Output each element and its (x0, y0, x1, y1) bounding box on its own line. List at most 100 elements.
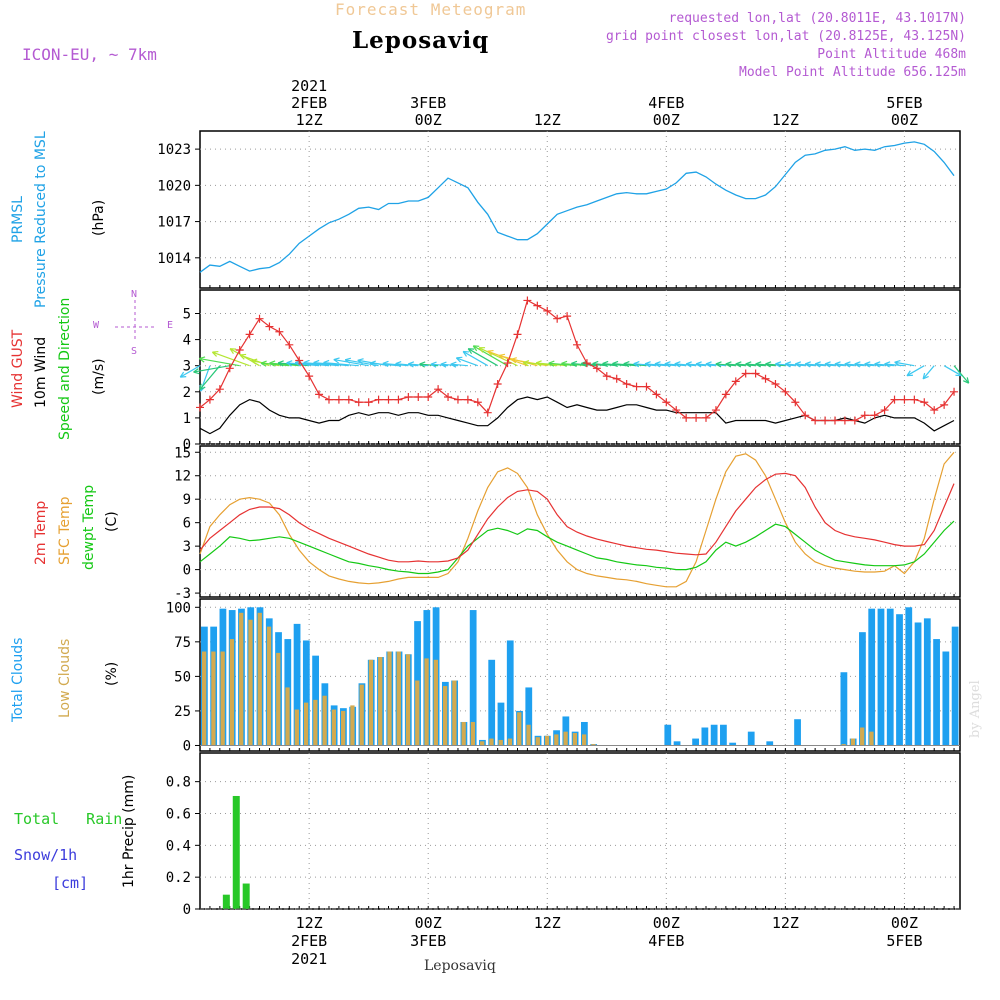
wind-arrow-head (193, 371, 200, 375)
wind-arrow-head (775, 363, 781, 368)
total-cloud-bar (914, 622, 922, 746)
wind-arrow-head (874, 361, 881, 365)
y-tick-label: 25 (174, 704, 191, 720)
low-cloud-bar (582, 734, 587, 746)
wind-arrow-head (785, 361, 792, 365)
top-time-label: 5FEB (886, 94, 922, 112)
wind-arrow-head (357, 359, 364, 365)
low-cloud-bar (442, 686, 448, 746)
wind-arrow-head (844, 363, 851, 368)
wind-arrow-head (211, 351, 218, 357)
wind-arrow-head (695, 361, 702, 365)
gust-marker (384, 395, 393, 404)
gust-marker (672, 406, 681, 415)
dewpt-label: dewpt Temp (81, 484, 97, 570)
gust-marker (850, 416, 859, 425)
wind-arrow-head (612, 360, 619, 365)
gust-marker (305, 372, 314, 381)
wind-arrow-head (487, 350, 493, 356)
wind-arrow-head (277, 360, 284, 364)
wind-arrow (193, 365, 230, 373)
t2m-label: 2m Temp (33, 500, 49, 565)
gust-marker (453, 395, 462, 404)
y-tick-label: 1 (183, 411, 191, 427)
wind-unit-label: (m/s) (91, 358, 107, 395)
y-tick-label: 100 (166, 600, 191, 616)
low-cloud-bar (266, 626, 272, 746)
gust-marker (682, 413, 691, 422)
gust-marker (622, 379, 631, 388)
wind-arrow-head (357, 358, 364, 361)
gust-marker (523, 296, 532, 305)
wind-arrow (199, 357, 240, 367)
gust-marker (364, 398, 373, 407)
gust-marker (275, 327, 284, 336)
gust-marker (811, 416, 820, 425)
low-cloud-bar (470, 721, 476, 746)
wind-dir-label: Speed and Direction (57, 297, 73, 440)
panel-frame-4 (199, 752, 961, 910)
wind-arrow-head (239, 354, 245, 360)
wind-arrow-head (440, 361, 447, 365)
wind-arrow-head (623, 361, 630, 365)
low-cloud-bar (507, 738, 513, 746)
wind-arrow-head (199, 383, 202, 390)
wind-arrow (419, 363, 439, 367)
wind-arrow (745, 363, 766, 367)
y-tick-label: 0 (183, 902, 191, 918)
low-cloud-bar (368, 659, 374, 746)
total-cloud-bar (562, 716, 570, 746)
gust-marker (513, 330, 522, 339)
total-cloud-bar (581, 721, 588, 746)
wind-arrow-head (498, 353, 506, 357)
wind-arrow-head (323, 362, 329, 367)
total-cloud-bar (488, 659, 496, 746)
gust-marker (950, 387, 959, 396)
gust-marker (741, 369, 750, 378)
gust-marker (761, 374, 770, 383)
wind-arrow-head (408, 361, 415, 365)
wind-arrow (725, 363, 746, 367)
low-cloud-bar (341, 710, 346, 746)
wind-arrow (906, 365, 925, 377)
low-cloud-bar (378, 657, 383, 746)
wind-arrow-head (864, 361, 871, 365)
wind-arrow-head (294, 362, 301, 367)
wind-arrow (487, 350, 528, 367)
low-cloud-bar (591, 744, 596, 746)
wind-arrow (278, 362, 310, 367)
wind-arrow-head (548, 360, 555, 364)
wind-arrow-head (535, 362, 542, 367)
gust-marker (553, 314, 562, 323)
total-cloud-bar (923, 618, 931, 746)
wind-arrow (686, 363, 707, 367)
wind-arrow-head (199, 356, 206, 360)
gust-marker (771, 379, 780, 388)
gust-marker (910, 395, 919, 404)
prmsl-line (199, 141, 955, 273)
y-tick-label: 12 (174, 469, 191, 485)
low-cloud-bar (535, 737, 540, 746)
wind-arrow (785, 363, 806, 367)
total-cloud-bar (951, 626, 959, 746)
top-time-label: 2021 (291, 77, 327, 95)
dewpt-line (199, 520, 955, 575)
total-cloud-bar (664, 724, 672, 746)
wind-arrow (695, 363, 716, 367)
gust-marker (315, 390, 324, 399)
gust-marker (652, 390, 661, 399)
total-cloud-bar (933, 639, 940, 746)
low-cloud-bar (526, 724, 531, 746)
wind-arrow-head (664, 361, 671, 365)
low-cloud-bar (331, 709, 337, 746)
total-rain-label: Total Rain (14, 810, 123, 828)
gust-marker (344, 395, 353, 404)
low-clouds-label: Low Clouds (57, 638, 73, 718)
wind-arrow (805, 363, 826, 367)
wind-arrow (199, 365, 221, 390)
wind-arrow (179, 365, 201, 378)
wind-arrow (735, 363, 756, 367)
wind-arrow-head (633, 361, 640, 365)
wind-arrow-head (795, 361, 802, 365)
low-cloud-bar (405, 654, 411, 746)
